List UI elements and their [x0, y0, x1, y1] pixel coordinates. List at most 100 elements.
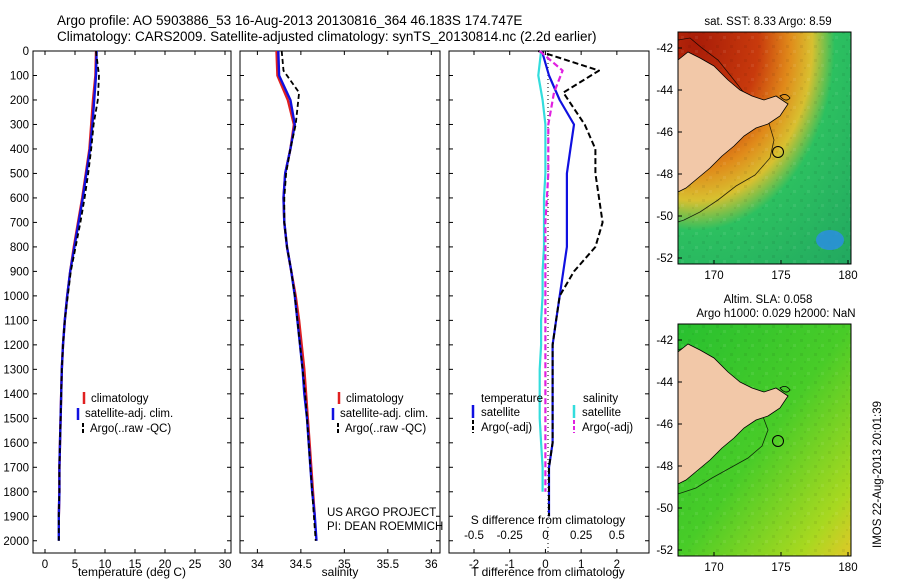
x-tick-label: 35.5	[377, 559, 399, 571]
legend-label-s-satellite: satellite	[582, 407, 621, 419]
sst-chatham-contour	[779, 94, 791, 101]
legend-label-t-argo: Argo(-adj)	[481, 422, 532, 434]
legend-heading-salinity: salinity	[583, 393, 618, 405]
sla-argo-location-marker	[772, 435, 784, 447]
temperature-axis-ticks: 0 5 10 15 20 25 30	[42, 51, 232, 571]
lat-tick-label: -52	[656, 253, 673, 265]
x-tick-label: 34.5	[290, 559, 312, 571]
series-layer	[57, 50, 604, 541]
legend-label-argo: Argo(..raw -QC)	[90, 423, 171, 435]
x-tick-label: 20	[159, 559, 172, 571]
y-tick-label: 400	[10, 144, 29, 156]
salinity-axis-label: salinity	[322, 565, 359, 579]
x-tick-label: 25	[189, 559, 202, 571]
legend-label-climatology: climatology	[346, 393, 404, 405]
x-tick-label: 15	[129, 559, 142, 571]
figure-title-line1: Argo profile: AO 5903886_53 16-Aug-2013 …	[57, 13, 523, 28]
x-tick-label-top: 0	[542, 530, 548, 542]
lat-tick-label: -52	[656, 545, 673, 557]
sst-argo-location-marker	[772, 146, 784, 158]
lon-tick-label: 180	[838, 562, 857, 574]
sla-chatham-contour	[779, 386, 791, 393]
legend-label-t-satellite: satellite	[481, 407, 520, 419]
series-line-salinity-satellite	[537, 50, 547, 492]
salinity-legend: climatology satellite-adj. clim. Argo(..…	[331, 392, 428, 435]
y-tick-label: 0	[23, 46, 29, 58]
legend-heading-temperature: temperature	[481, 393, 543, 405]
y-tick-label: 1900	[3, 511, 29, 523]
x-tick-label: 5	[72, 559, 78, 571]
series-line-argo-raw-qc-	[280, 50, 317, 541]
temperature-legend: climatology satellite-adj. clim. Argo(..…	[76, 392, 173, 435]
y-tick-label: 1500	[3, 413, 29, 425]
depth-axis-ticks: 0 100 200 300 400 500 600 700 800 900 1000 1100 1200…	[3, 46, 649, 548]
credit-pi: PI: DEAN ROEMMICH	[327, 521, 443, 533]
x-tick-label-top: 0.5	[609, 530, 625, 542]
legend-label-s-argo: Argo(-adj)	[582, 422, 633, 434]
lat-tick-label: -42	[656, 335, 673, 347]
lat-tick-label: -44	[656, 85, 673, 97]
y-tick-label: 700	[10, 217, 29, 229]
x-tick-label: 0	[542, 559, 548, 571]
imos-timestamp: IMOS 22-Aug-2013 20:01:39	[872, 400, 884, 548]
y-tick-label: 1600	[3, 438, 29, 450]
sla-lon-ticks: 170 175 180	[704, 552, 858, 574]
x-tick-label: 1	[578, 559, 584, 571]
legend-label-satellite: satellite-adj. clim.	[85, 408, 173, 420]
difference-panel-frame	[448, 50, 650, 554]
sla-lat-ticks: -42 -44 -46 -48 -50 -52	[656, 335, 682, 557]
temperature-axis-label: temperature (deg C)	[78, 565, 186, 579]
lon-tick-label: 180	[838, 270, 857, 282]
sla-map-title-line2: Argo h1000: 0.029 h2000: NaN	[696, 308, 855, 320]
sst-map-frame	[677, 31, 852, 265]
legend-label-argo: Argo(..raw -QC)	[345, 423, 426, 435]
x-tick-label: -1	[505, 559, 515, 571]
sla-new-zealand-land	[677, 343, 789, 485]
salinity-axis-ticks: 34 34.5 35 35.5 36	[251, 51, 438, 571]
t-difference-axis-label: T difference from climatology	[471, 565, 625, 579]
y-tick-label: 600	[10, 193, 29, 205]
lat-tick-label: -42	[656, 43, 673, 55]
temperature-panel-frame	[32, 50, 232, 554]
y-tick-label: 100	[10, 70, 29, 82]
x-tick-label: 0	[42, 559, 48, 571]
y-tick-label: 1200	[3, 340, 29, 352]
sst-new-zealand-land	[677, 51, 789, 193]
sst-isobath	[677, 37, 775, 223]
x-tick-label: -2	[469, 559, 479, 571]
y-tick-label: 1100	[4, 315, 29, 327]
salinity-panel-frame	[239, 50, 441, 554]
x-tick-label: 30	[219, 559, 232, 571]
sst-lat-ticks: -42 -44 -46 -48 -50 -52	[656, 43, 682, 265]
sla-map	[677, 323, 852, 557]
y-tick-label: 500	[10, 168, 29, 180]
lat-tick-label: -50	[656, 503, 673, 515]
y-tick-label: 800	[10, 242, 29, 254]
difference-legend: temperature salinity satellite Argo(-adj…	[471, 393, 633, 434]
legend-label-satellite: satellite-adj. clim.	[340, 408, 428, 420]
series-line-climatology	[57, 50, 98, 517]
x-tick-label: 35	[338, 559, 351, 571]
credit-project: US ARGO PROJECT	[327, 507, 436, 519]
legend-label-climatology: climatology	[91, 393, 149, 405]
y-tick-label: 1400	[3, 389, 29, 401]
lon-tick-label: 170	[704, 562, 723, 574]
series-line-argo-raw-qc-	[57, 50, 100, 541]
y-tick-label: 2000	[3, 536, 29, 548]
sst-map-title: sat. SST: 8.33 Argo: 8.59	[704, 16, 831, 28]
x-tick-label-top: -0.25	[497, 530, 523, 542]
lat-tick-label: -48	[656, 461, 673, 473]
lat-tick-label: -48	[656, 169, 673, 181]
x-tick-label: 10	[99, 559, 112, 571]
x-tick-label-top: -0.5	[464, 530, 484, 542]
x-tick-label-top: 0.25	[570, 530, 592, 542]
lon-tick-label: 170	[704, 270, 723, 282]
series-line-temperature-satellite	[540, 50, 576, 517]
sst-map	[677, 31, 852, 265]
lon-tick-label: 175	[771, 270, 790, 282]
y-tick-label: 200	[10, 95, 29, 107]
y-tick-label: 900	[10, 266, 29, 278]
y-tick-label: 1300	[3, 364, 29, 376]
s-difference-axis-ticks: -0.5 -0.25 0 0.25 0.5	[464, 530, 625, 542]
